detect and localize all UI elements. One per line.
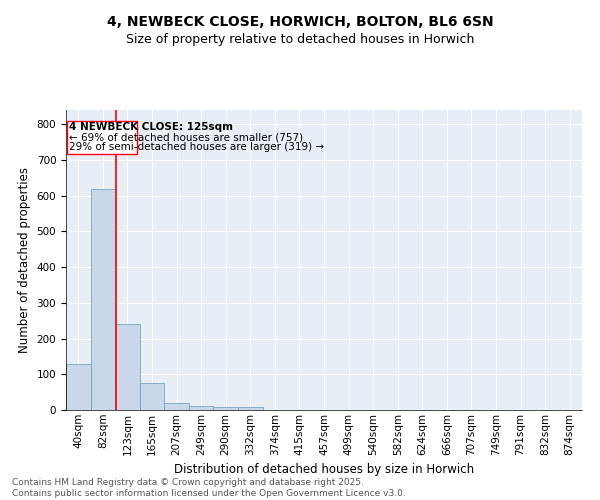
Y-axis label: Number of detached properties: Number of detached properties — [18, 167, 31, 353]
Bar — [164, 403, 189, 410]
Bar — [115, 324, 140, 410]
Bar — [66, 364, 91, 410]
Text: Size of property relative to detached houses in Horwich: Size of property relative to detached ho… — [126, 32, 474, 46]
X-axis label: Distribution of detached houses by size in Horwich: Distribution of detached houses by size … — [174, 463, 474, 476]
Text: 29% of semi-detached houses are larger (319) →: 29% of semi-detached houses are larger (… — [69, 142, 325, 152]
Text: Contains HM Land Registry data © Crown copyright and database right 2025.
Contai: Contains HM Land Registry data © Crown c… — [12, 478, 406, 498]
Bar — [189, 406, 214, 410]
Text: 4 NEWBECK CLOSE: 125sqm: 4 NEWBECK CLOSE: 125sqm — [69, 122, 233, 132]
Bar — [91, 188, 115, 410]
Bar — [140, 382, 164, 410]
Text: ← 69% of detached houses are smaller (757): ← 69% of detached houses are smaller (75… — [69, 132, 304, 142]
Bar — [214, 407, 238, 410]
Text: 4, NEWBECK CLOSE, HORWICH, BOLTON, BL6 6SN: 4, NEWBECK CLOSE, HORWICH, BOLTON, BL6 6… — [107, 15, 493, 29]
Bar — [238, 407, 263, 410]
FancyBboxPatch shape — [67, 120, 137, 154]
